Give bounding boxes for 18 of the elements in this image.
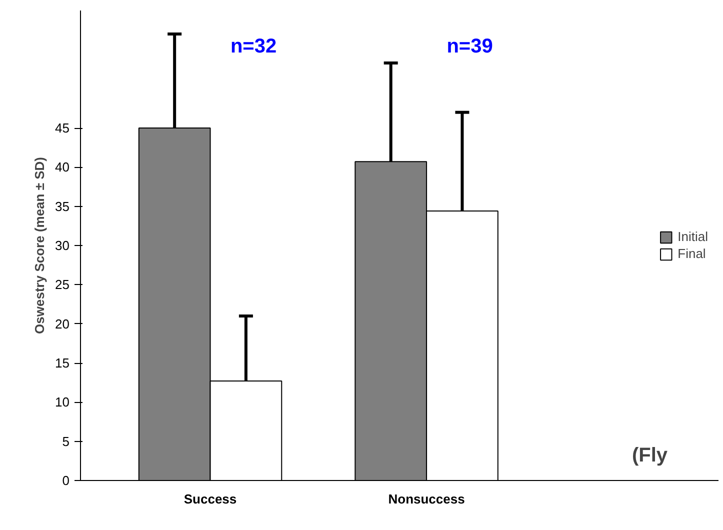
annotation: n=39 bbox=[446, 36, 493, 58]
y-tick-label: 25 bbox=[55, 277, 70, 292]
x-tick-label: Success bbox=[184, 492, 237, 506]
legend-label: Initial bbox=[678, 229, 708, 244]
annotation: n=32 bbox=[230, 36, 277, 58]
x-tick-label: Nonsuccess bbox=[388, 492, 465, 506]
y-tick-label: 30 bbox=[55, 238, 70, 253]
y-axis-title: Oswestry Score (mean ± SD) bbox=[32, 157, 48, 334]
y-tick-label: 5 bbox=[62, 434, 70, 449]
y-tick-label: 40 bbox=[55, 160, 70, 175]
y-tick-label: 0 bbox=[62, 473, 70, 488]
y-tick-label: 45 bbox=[55, 120, 70, 136]
y-tick-label: 35 bbox=[55, 198, 70, 214]
text: (Fly bbox=[632, 444, 668, 466]
y-tick-label: 15 bbox=[55, 356, 70, 370]
legend-label: Final bbox=[678, 246, 706, 261]
y-tick-label: 10 bbox=[55, 394, 70, 410]
y-tick-label: 20 bbox=[55, 316, 70, 332]
